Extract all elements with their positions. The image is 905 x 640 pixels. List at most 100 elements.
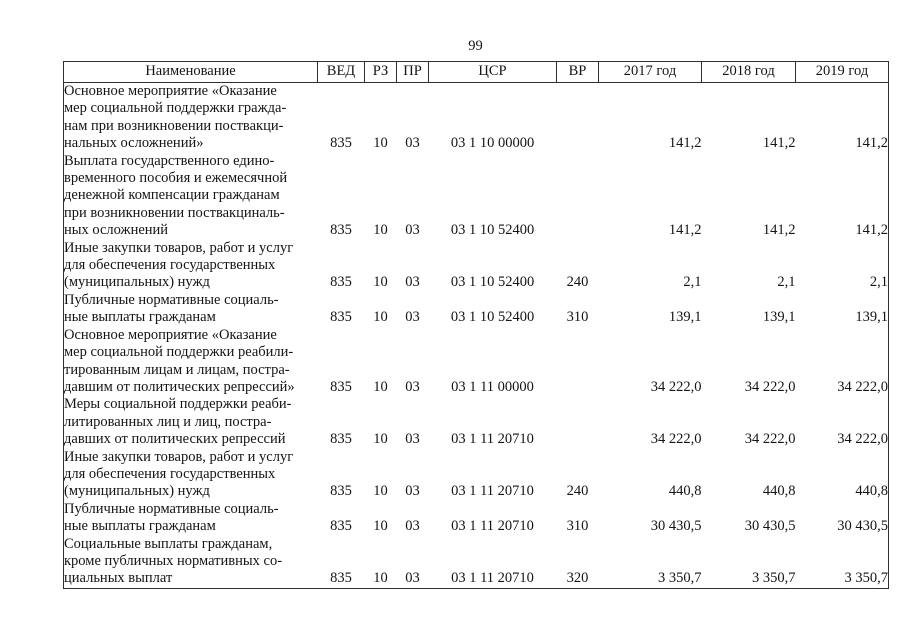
cell-y2019: 30 430,5	[837, 518, 888, 535]
cell-pr: 03	[405, 309, 420, 326]
cell-y2019: 34 222,0	[837, 378, 888, 395]
cell-name: Публичные нормативные социаль- ные выпла…	[64, 291, 279, 326]
table-row: Меры социальной поддержки реаби- литиров…	[64, 396, 889, 448]
cell-y2018: 34 222,0	[744, 431, 796, 448]
cell-y2018: 141,2	[762, 135, 796, 152]
column-header-y2019: 2019 год	[795, 61, 889, 83]
cell-y2018: 139,1	[762, 309, 796, 326]
column-header-y2017: 2017 год	[598, 61, 702, 83]
cell-pr: 03	[405, 274, 420, 291]
cell-y2018: 141,2	[762, 222, 796, 239]
cell-y2019: 141,2	[855, 222, 888, 239]
table-row: Иные закупки товаров, работ и услуг для …	[64, 240, 889, 292]
cell-y2017: 3 350,7	[658, 570, 702, 587]
cell-rz: 10	[373, 135, 388, 152]
table-row: Иные закупки товаров, работ и услуг для …	[64, 449, 889, 501]
table-row: Основное мероприятие «Оказание мер социа…	[64, 327, 889, 397]
cell-csr: 03 1 11 20710	[451, 570, 534, 587]
table-header: Наименование ВЕД РЗ ПР ЦСР ВР 2017 год 2018 год…	[63, 61, 889, 83]
cell-ved: 835	[330, 570, 352, 587]
cell-ved: 835	[330, 135, 352, 152]
page-number: 99	[468, 38, 483, 54]
cell-y2017: 141,2	[668, 222, 702, 239]
cell-name: Иные закупки товаров, работ и услуг для …	[64, 239, 294, 291]
cell-ved: 835	[330, 274, 352, 291]
cell-y2018: 440,8	[762, 483, 796, 500]
column-header-pr: ПР	[396, 61, 429, 83]
cell-rz: 10	[373, 274, 388, 291]
cell-name: Меры социальной поддержки реаби- литиров…	[64, 396, 292, 448]
table-row: Социальные выплаты гражданам, кроме публ…	[64, 536, 889, 589]
column-header-ved: ВЕД	[317, 61, 365, 83]
column-header-csr: ЦСР	[428, 61, 557, 83]
cell-y2017: 141,2	[668, 135, 702, 152]
cell-y2019: 2,1	[869, 274, 888, 291]
cell-rz: 10	[373, 570, 388, 587]
cell-csr: 03 1 11 20710	[451, 483, 534, 500]
table-row: Выплата государственного едино- временно…	[64, 153, 889, 240]
cell-vr	[557, 153, 599, 240]
cell-y2017: 440,8	[668, 483, 702, 500]
cell-vr	[557, 327, 599, 397]
cell-vr: 310	[566, 518, 589, 535]
table-row: Публичные нормативные социаль- ные выпла…	[64, 501, 889, 536]
cell-name: Основное мероприятие «Оказание мер социа…	[64, 326, 295, 395]
cell-csr: 03 1 11 20710	[451, 431, 534, 448]
cell-pr: 03	[405, 483, 420, 500]
cell-vr: 320	[566, 570, 589, 587]
cell-vr	[557, 396, 599, 448]
cell-rz: 10	[373, 483, 388, 500]
cell-pr: 03	[405, 378, 420, 395]
budget-table: Наименование ВЕД РЗ ПР ЦСР ВР 2017 год 2018 год…	[63, 61, 889, 589]
cell-rz: 10	[373, 378, 388, 395]
cell-rz: 10	[373, 222, 388, 239]
cell-y2018: 2,1	[777, 274, 796, 291]
cell-vr: 240	[566, 483, 589, 500]
cell-pr: 03	[405, 222, 420, 239]
cell-ved: 835	[330, 518, 352, 535]
cell-y2019: 3 350,7	[844, 570, 889, 587]
table-header-row: Наименование ВЕД РЗ ПР ЦСР ВР 2017 год 2018 год…	[63, 61, 889, 83]
cell-csr: 03 1 10 00000	[450, 135, 535, 152]
cell-vr: 240	[566, 274, 589, 291]
cell-vr	[557, 83, 599, 153]
cell-name: Публичные нормативные социаль- ные выпла…	[64, 500, 279, 535]
cell-ved: 835	[330, 309, 352, 326]
cell-vr: 310	[566, 309, 589, 326]
cell-y2017: 34 222,0	[650, 431, 702, 448]
cell-y2017: 34 222,0	[650, 378, 702, 395]
table-body: Основное мероприятие «Оказание мер социа…	[64, 83, 889, 589]
cell-name: Иные закупки товаров, работ и услуг для …	[64, 448, 294, 500]
column-header-rz: РЗ	[364, 61, 397, 83]
cell-name: Основное мероприятие «Оказание мер социа…	[64, 83, 287, 152]
cell-rz: 10	[373, 431, 388, 448]
cell-pr: 03	[405, 518, 420, 535]
cell-pr: 03	[405, 570, 420, 587]
cell-csr: 03 1 11 20710	[451, 518, 534, 535]
cell-y2017: 2,1	[683, 274, 702, 291]
cell-ved: 835	[330, 222, 352, 239]
cell-y2018: 3 350,7	[752, 570, 796, 587]
cell-y2019: 139,1	[855, 309, 888, 326]
column-header-vr: ВР	[556, 61, 599, 83]
table-row: Публичные нормативные социаль- ные выпла…	[64, 292, 889, 327]
cell-y2017: 30 430,5	[650, 518, 702, 535]
cell-ved: 835	[330, 431, 352, 448]
cell-y2019: 141,2	[855, 135, 888, 152]
cell-csr: 03 1 11 00000	[451, 378, 534, 395]
cell-pr: 03	[405, 135, 420, 152]
cell-csr: 03 1 10 52400	[450, 274, 535, 291]
table-row: Основное мероприятие «Оказание мер социа…	[64, 83, 889, 153]
cell-pr: 03	[405, 431, 420, 448]
cell-rz: 10	[373, 518, 388, 535]
cell-y2017: 139,1	[668, 309, 702, 326]
cell-y2019: 34 222,0	[837, 431, 888, 448]
column-header-y2018: 2018 год	[701, 61, 796, 83]
cell-ved: 835	[330, 378, 352, 395]
cell-csr: 03 1 10 52400	[450, 309, 535, 326]
cell-y2019: 440,8	[855, 483, 888, 500]
column-header-name: Наименование	[63, 61, 318, 83]
cell-y2018: 30 430,5	[744, 518, 796, 535]
cell-name: Выплата государственного едино- временно…	[64, 152, 288, 239]
